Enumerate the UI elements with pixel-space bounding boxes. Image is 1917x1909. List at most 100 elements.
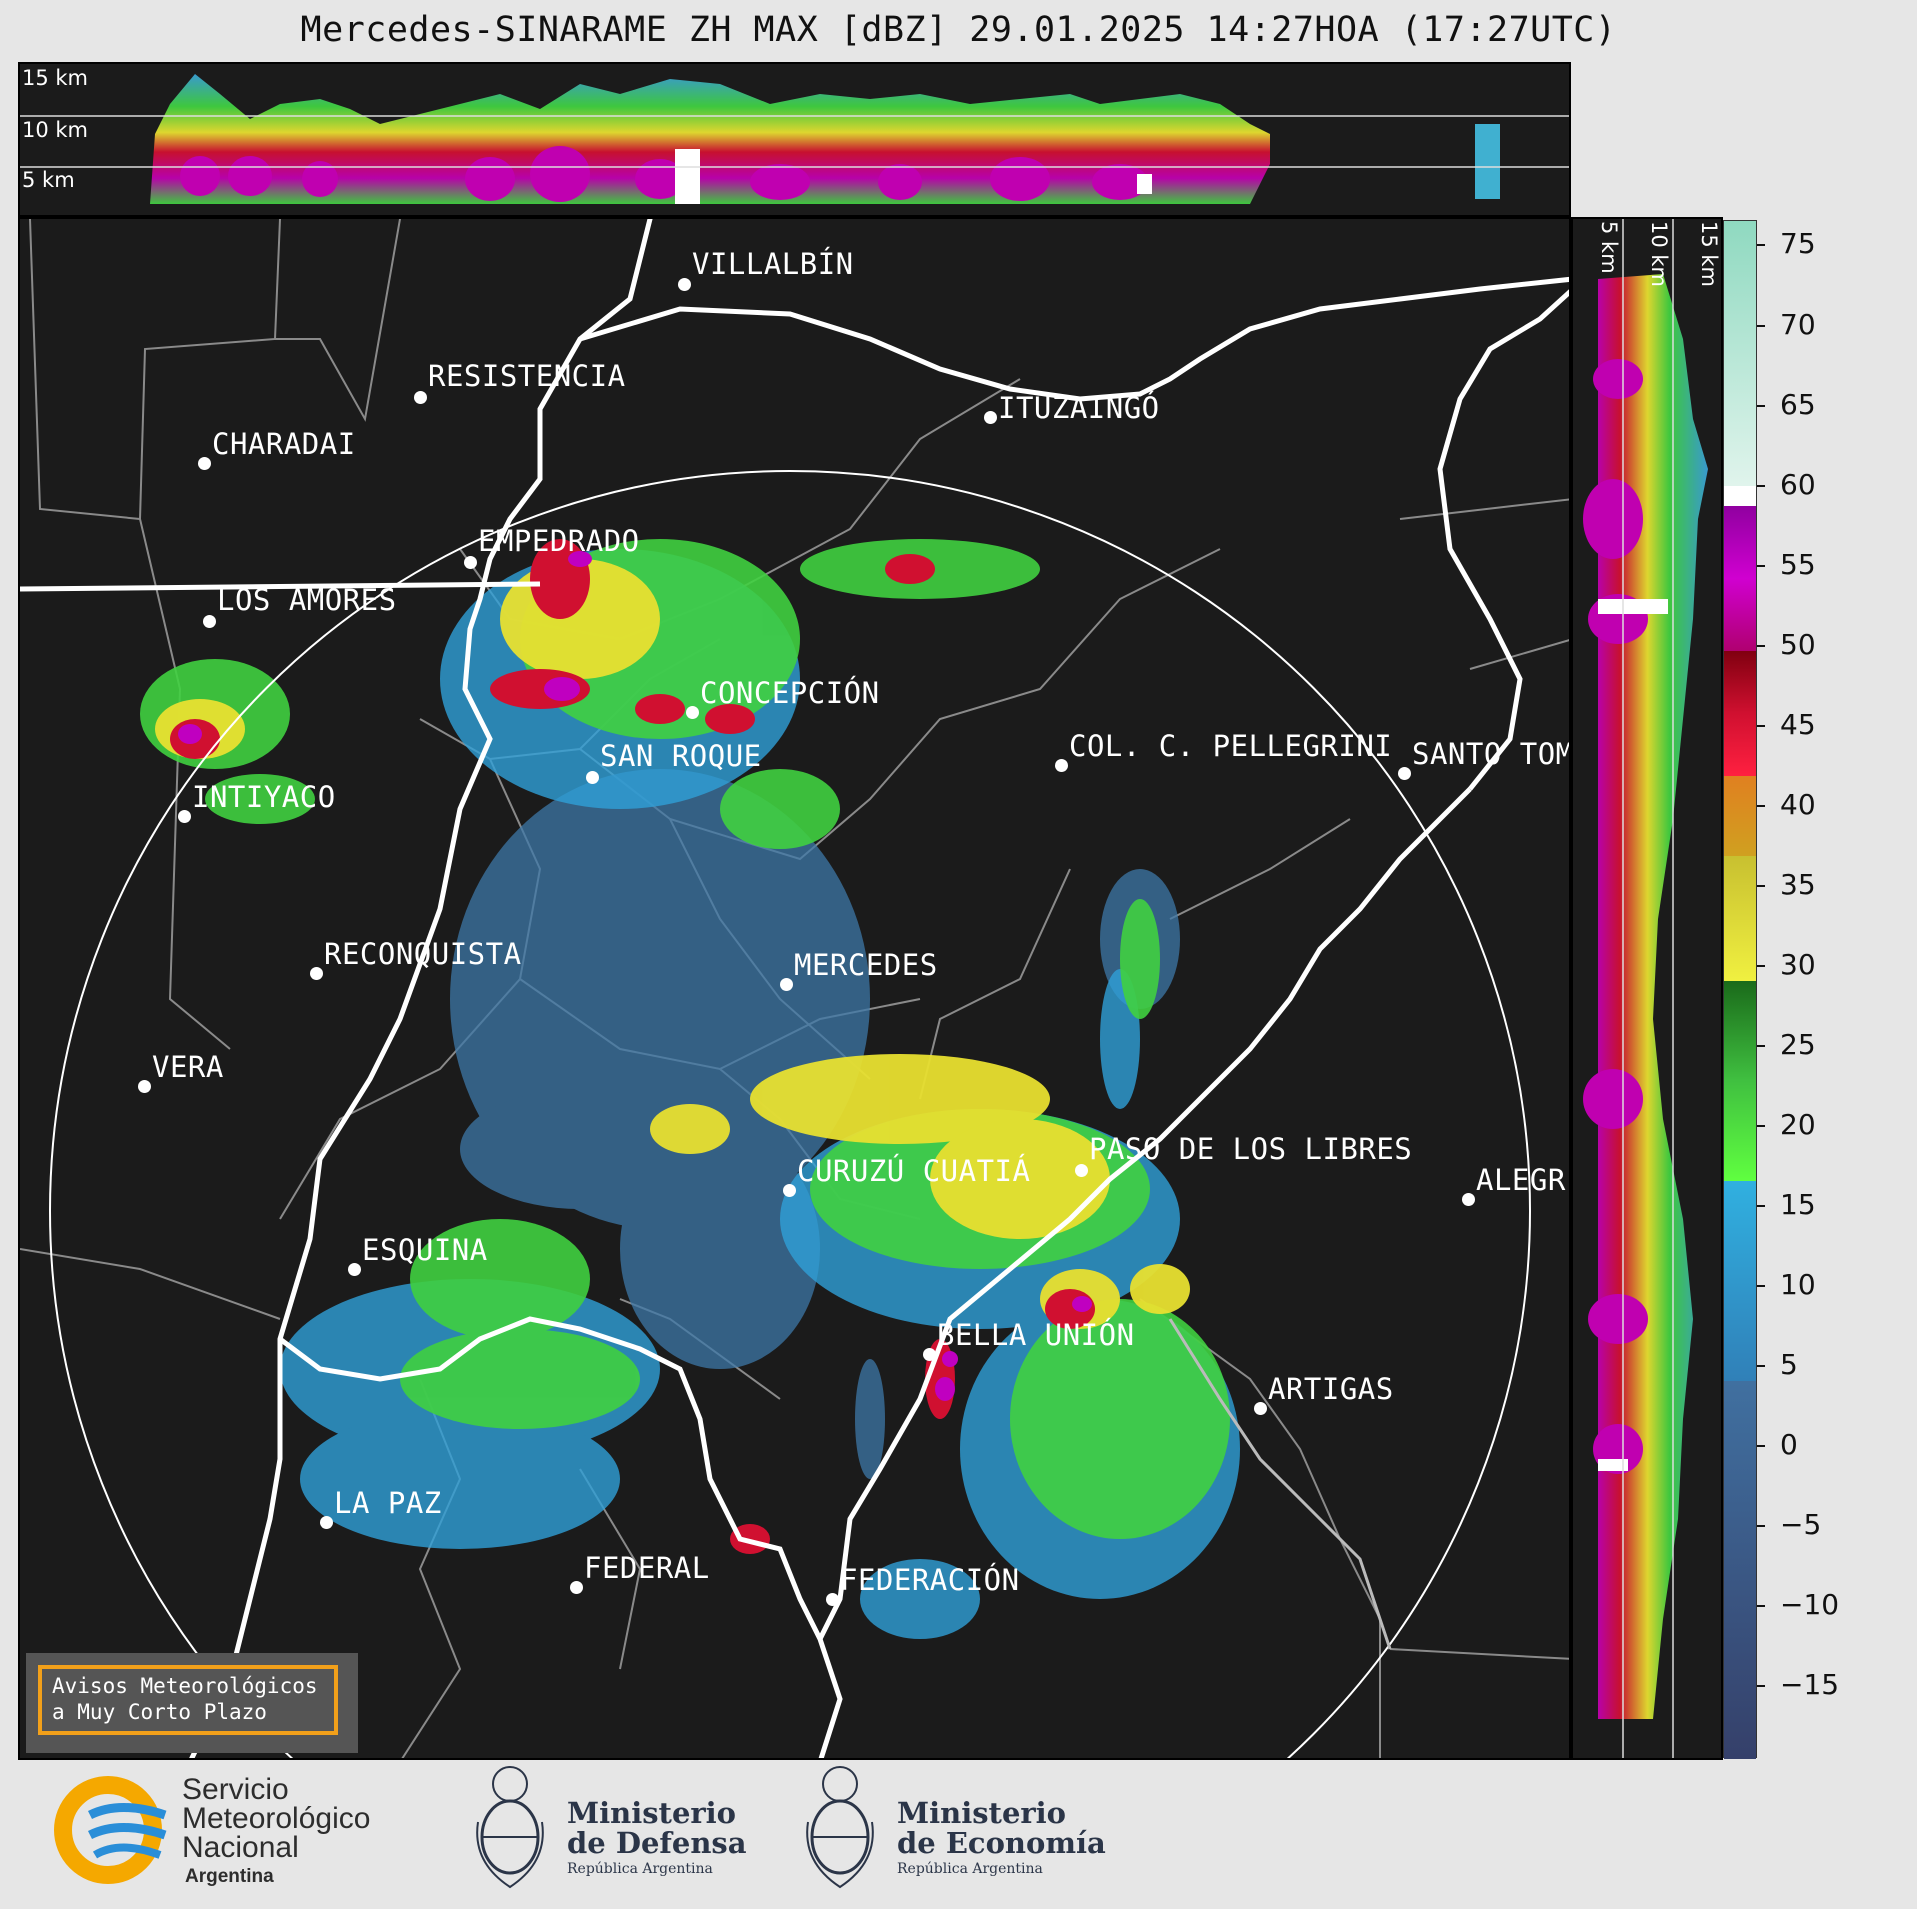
colorbar-segment-navy bbox=[1724, 1381, 1756, 1759]
city-label-paso-de-los-libres: PASO DE LOS LIBRES bbox=[1089, 1132, 1413, 1166]
smn-emblem-icon bbox=[54, 1776, 167, 1884]
tick-label-35: 35 bbox=[1780, 868, 1816, 901]
colorbar-segment-orange bbox=[1724, 776, 1756, 856]
colorbar-segment-magenta bbox=[1724, 506, 1756, 651]
tick-label-0: 0 bbox=[1780, 1428, 1798, 1461]
city-dot-vera[interactable] bbox=[138, 1080, 151, 1093]
tick-mark bbox=[1757, 485, 1765, 487]
tick-mark bbox=[1757, 1045, 1765, 1047]
tick-label-70: 70 bbox=[1780, 308, 1816, 341]
city-dot-federacion[interactable] bbox=[826, 1593, 839, 1606]
colorbar-segment-extreme bbox=[1724, 221, 1756, 486]
city-label-empedrado: EMPEDRADO bbox=[478, 524, 640, 558]
city-dot-resistencia[interactable] bbox=[414, 391, 427, 404]
city-dot-bella-union[interactable] bbox=[923, 1348, 936, 1361]
top-height-label-5km: 5 km bbox=[22, 168, 75, 192]
tick-mark bbox=[1757, 244, 1765, 246]
city-label-vera: VERA bbox=[152, 1050, 224, 1084]
tick-mark bbox=[1757, 1685, 1765, 1687]
tick-mark bbox=[1757, 405, 1765, 407]
tick-mark bbox=[1757, 565, 1765, 567]
city-label-federacion: FEDERACIÓN bbox=[840, 1563, 1020, 1597]
defensa-country: República Argentina bbox=[567, 1861, 713, 1877]
city-label-los-amores: LOS AMORES bbox=[217, 583, 397, 617]
tick-label-25: 25 bbox=[1780, 1028, 1816, 1061]
city-label-charadai: CHARADAI bbox=[212, 427, 356, 461]
city-dot-santo-tome[interactable] bbox=[1398, 767, 1411, 780]
colorbar-segment-blue bbox=[1724, 1181, 1756, 1381]
economia-country: República Argentina bbox=[897, 1861, 1043, 1877]
city-label-concepcion: CONCEPCIÓN bbox=[700, 676, 880, 710]
tick-label-55: 55 bbox=[1780, 548, 1816, 581]
tick-label-10: 10 bbox=[1780, 1268, 1816, 1301]
city-label-mercedes: MERCEDES bbox=[794, 948, 938, 982]
city-label-esquina: ESQUINA bbox=[362, 1233, 488, 1267]
tick-mark bbox=[1757, 1525, 1765, 1527]
colorbar-segment-white bbox=[1724, 486, 1756, 506]
city-dot-san-roque[interactable] bbox=[586, 771, 599, 784]
city-dot-artigas[interactable] bbox=[1254, 1402, 1267, 1415]
colorbar-segment-green bbox=[1724, 981, 1756, 1181]
city-dot-paso-de-los-libres[interactable] bbox=[1075, 1164, 1088, 1177]
range-ring bbox=[49, 470, 1531, 1758]
tick-label-50: 50 bbox=[1780, 628, 1816, 661]
side-cross-section-panel: 5 km 10 km 15 km bbox=[1571, 217, 1723, 1760]
city-label-santo-tome: SANTO TOM bbox=[1412, 737, 1571, 771]
city-dot-col-pellegrini[interactable] bbox=[1055, 759, 1068, 772]
tick-mark bbox=[1757, 725, 1765, 727]
notice-line-2: a Muy Corto Plazo bbox=[52, 1700, 267, 1724]
tick-label-15: 15 bbox=[1780, 1188, 1816, 1221]
city-dot-mercedes[interactable] bbox=[780, 978, 793, 991]
city-dot-intiyaco[interactable] bbox=[178, 810, 191, 823]
city-dot-villalbin[interactable] bbox=[678, 278, 691, 291]
city-dot-la-paz[interactable] bbox=[320, 1516, 333, 1529]
side-height-label-10km: 10 km bbox=[1647, 221, 1671, 288]
city-dot-federal[interactable] bbox=[570, 1581, 583, 1594]
city-label-la-paz: LA PAZ bbox=[334, 1486, 442, 1520]
city-dot-los-amores[interactable] bbox=[203, 615, 216, 628]
smn-logo-text: Servicio Meteorológico Nacional Argentin… bbox=[182, 1775, 370, 1891]
radar-echoes bbox=[140, 539, 1240, 1639]
radar-map-panel[interactable]: VILLALBÍN RESISTENCIA CHARADAI ITUZAINGÓ… bbox=[18, 217, 1571, 1760]
city-dot-empedrado[interactable] bbox=[464, 556, 477, 569]
tick-mark bbox=[1757, 1285, 1765, 1287]
side-cross-section-echo bbox=[1583, 219, 1708, 1758]
city-dot-curuzu-cuatia[interactable] bbox=[783, 1184, 796, 1197]
city-label-col-pellegrini: COL. C. PELLEGRINI bbox=[1069, 729, 1393, 763]
city-dot-concepcion[interactable] bbox=[686, 706, 699, 719]
economia-line-1: Ministerio bbox=[897, 1796, 1067, 1830]
tick-label-65: 65 bbox=[1780, 388, 1816, 421]
side-height-label-15km: 15 km bbox=[1697, 221, 1721, 288]
city-label-artigas: ARTIGAS bbox=[1268, 1372, 1394, 1406]
tick-mark bbox=[1757, 645, 1765, 647]
top-cross-section-panel: 15 km 10 km 5 km bbox=[18, 62, 1571, 217]
tick-label-30: 30 bbox=[1780, 948, 1816, 981]
city-label-federal: FEDERAL bbox=[584, 1551, 710, 1585]
city-label-intiyaco: INTIYACO bbox=[192, 780, 336, 814]
defensa-line-1: Ministerio bbox=[567, 1796, 737, 1830]
top-cross-section-echo bbox=[20, 74, 1569, 204]
colorbar-segment-yellow bbox=[1724, 856, 1756, 981]
city-label-alegrete: ALEGR bbox=[1476, 1163, 1566, 1197]
defensa-line-2: de Defensa bbox=[567, 1826, 747, 1860]
city-dot-reconquista[interactable] bbox=[310, 967, 323, 980]
smn-line-3: Nacional bbox=[182, 1831, 299, 1864]
tick-label-75: 75 bbox=[1780, 227, 1816, 260]
city-label-reconquista: RECONQUISTA bbox=[324, 937, 522, 971]
tick-label-minus-10: −10 bbox=[1780, 1588, 1840, 1621]
ministerio-economia-title: Ministerio de Economía bbox=[897, 1798, 1106, 1858]
ministerio-defensa-title: Ministerio de Defensa bbox=[567, 1798, 747, 1858]
avisos-notice-box[interactable]: Avisos Meteorológicos a Muy Corto Plazo bbox=[26, 1653, 358, 1753]
city-dot-ituzaingo[interactable] bbox=[984, 411, 997, 424]
tick-label-40: 40 bbox=[1780, 788, 1816, 821]
argentina-coat-of-arms-icon bbox=[470, 1762, 550, 1897]
city-dot-alegrete[interactable] bbox=[1462, 1193, 1475, 1206]
city-dot-charadai[interactable] bbox=[198, 457, 211, 470]
avisos-notice-frame: Avisos Meteorológicos a Muy Corto Plazo bbox=[38, 1665, 338, 1735]
smn-line-2: Meteorológico bbox=[182, 1802, 371, 1835]
city-dot-esquina[interactable] bbox=[348, 1263, 361, 1276]
tick-mark bbox=[1757, 1365, 1765, 1367]
tick-label-minus-5: −5 bbox=[1780, 1508, 1822, 1541]
dbz-colorbar bbox=[1723, 220, 1757, 1759]
smn-line-1: Servicio bbox=[182, 1773, 289, 1806]
